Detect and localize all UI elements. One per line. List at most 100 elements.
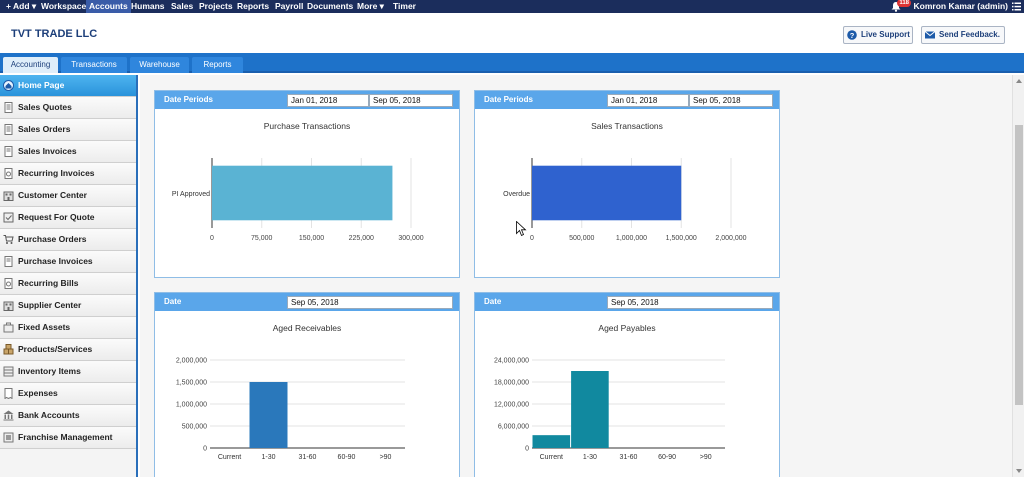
x-tick-label: 225,000 — [349, 235, 374, 242]
scroll-up-arrow[interactable] — [1016, 79, 1022, 83]
sidebar-item-label: Customer Center — [18, 190, 87, 200]
sidebar-item-request-for-quote[interactable]: Request For Quote — [0, 207, 136, 229]
sidebar-item-label: Sales Invoices — [18, 146, 77, 156]
category-label: 31-60 — [620, 454, 638, 461]
home-icon — [3, 80, 14, 91]
tab-reports[interactable]: Reports — [192, 57, 243, 73]
y-tick-label: 24,000,000 — [494, 358, 529, 365]
live-support-label: Live Support — [861, 30, 910, 39]
aged-payables-chart: 0 6,000,000 12,000,000 18,000,000 24,000,000… — [494, 358, 725, 461]
send-feedback-button[interactable]: Send Feedback. — [921, 26, 1005, 44]
date-from-input[interactable]: Jan 01, 2018 — [607, 94, 689, 107]
nav-workspace[interactable]: Workspace — [41, 1, 87, 11]
user-menu[interactable]: Komron Kamar (admin) — [913, 1, 1008, 11]
building-icon — [3, 301, 14, 311]
inventory-icon — [3, 366, 14, 377]
add-menu[interactable]: + Add ▾ — [6, 1, 37, 11]
tab-accounting[interactable]: Accounting — [3, 57, 58, 73]
nav-accounts[interactable]: Accounts — [86, 0, 131, 13]
date-label: Date — [484, 297, 502, 306]
aged-payables-panel: Date Sep 05, 2018 Aged Payables 0 6,000,0… — [474, 292, 780, 477]
tab-warehouse[interactable]: Warehouse — [130, 57, 189, 73]
sidebar-item-purchase-invoices[interactable]: Purchase Invoices — [0, 251, 136, 273]
y-tick-label: 12,000,000 — [494, 402, 529, 409]
sidebar-item-label: Products/Services — [18, 344, 93, 354]
sidebar-item-label: Request For Quote — [18, 212, 95, 222]
sidebar-item-sales-quotes[interactable]: Sales Quotes — [0, 97, 136, 119]
company-name: TVT TRADE LLC — [11, 28, 98, 40]
bank-icon — [3, 410, 14, 421]
sidebar: Home Page Sales Quotes Sales Orders Sale… — [0, 75, 138, 477]
sidebar-item-franchise-management[interactable]: Franchise Management — [0, 427, 136, 449]
scrollbar-thumb[interactable] — [1015, 125, 1023, 405]
sidebar-item-fixed-assets[interactable]: Fixed Assets — [0, 317, 136, 339]
sidebar-item-label: Fixed Assets — [18, 322, 71, 332]
sidebar-item-label: Supplier Center — [18, 300, 82, 310]
x-tick-label: 1,500,000 — [666, 235, 697, 242]
sales-transactions-chart: 0 500,000 1,000,000 1,500,000 2,000,000 Overd… — [503, 158, 747, 242]
sidebar-item-home-page[interactable]: Home Page — [0, 75, 136, 97]
sidebar-item-label: Recurring Invoices — [18, 168, 95, 178]
sidebar-item-customer-center[interactable]: Customer Center — [0, 185, 136, 207]
bar[interactable] — [532, 435, 571, 448]
category-label: 31-60 — [299, 454, 317, 461]
sidebar-item-recurring-invoices[interactable]: Recurring Invoices — [0, 163, 136, 185]
nav-sales[interactable]: Sales — [171, 1, 194, 11]
x-tick-label: 0 — [210, 235, 214, 242]
recurring-document-icon — [4, 168, 13, 179]
x-tick-label: 500,000 — [569, 235, 594, 242]
more-menu[interactable]: More ▾ — [357, 1, 384, 11]
bar[interactable] — [249, 382, 288, 448]
sidebar-item-inventory-items[interactable]: Inventory Items — [0, 361, 136, 383]
nav-documents[interactable]: Documents — [307, 1, 354, 11]
live-support-button[interactable]: ? Live Support — [843, 26, 913, 44]
y-tick-label: 6,000,000 — [498, 424, 529, 431]
sidebar-item-label: Home Page — [18, 80, 65, 90]
sidebar-item-sales-orders[interactable]: Sales Orders — [0, 119, 136, 141]
list-menu-icon[interactable] — [1012, 2, 1021, 11]
sidebar-item-bank-accounts[interactable]: Bank Accounts — [0, 405, 136, 427]
date-from-input[interactable]: Jan 01, 2018 — [287, 94, 369, 107]
sidebar-item-label: Purchase Orders — [18, 234, 87, 244]
x-tick-label: 2,000,000 — [715, 235, 746, 242]
sidebar-item-purchase-orders[interactable]: Purchase Orders — [0, 229, 136, 251]
purchase-transactions-panel: Date Periods Jan 01, 2018 Sep 05, 2018 P… — [154, 90, 460, 278]
date-to-input[interactable]: Sep 05, 2018 — [689, 94, 773, 107]
category-label: 1-30 — [583, 454, 597, 461]
date-input[interactable]: Sep 05, 2018 — [287, 296, 453, 309]
date-input[interactable]: Sep 05, 2018 — [607, 296, 773, 309]
x-tick-label: 1,000,000 — [616, 235, 647, 242]
nav-humans[interactable]: Humans — [131, 1, 165, 11]
date-periods-label: Date Periods — [164, 95, 213, 104]
vbar-chart-2: 0 500,000 1,000,000 1,500,000 2,000,000 Curre… — [176, 358, 405, 461]
bar[interactable] — [571, 371, 609, 448]
y-tick-label: 0 — [203, 446, 207, 453]
category-label: Current — [218, 454, 241, 461]
nav-projects[interactable]: Projects — [199, 1, 233, 11]
tab-transactions[interactable]: Transactions — [61, 57, 127, 73]
nav-timer[interactable]: Timer — [393, 1, 416, 11]
date-to-input[interactable]: Sep 05, 2018 — [369, 94, 453, 107]
nav-payroll[interactable]: Payroll — [275, 1, 304, 11]
y-tick-label: 1,500,000 — [176, 380, 207, 387]
scroll-down-arrow[interactable] — [1016, 469, 1022, 473]
sidebar-item-sales-invoices[interactable]: Sales Invoices — [0, 141, 136, 163]
sidebar-item-recurring-bills[interactable]: Recurring Bills — [0, 273, 136, 295]
boxes-icon — [3, 344, 14, 355]
sidebar-item-expenses[interactable]: Expenses — [0, 383, 136, 405]
y-tick-label: 500,000 — [182, 424, 207, 431]
sidebar-item-label: Sales Quotes — [18, 102, 72, 112]
bar[interactable] — [212, 165, 393, 221]
category-label: >90 — [700, 454, 712, 461]
request-icon — [3, 212, 14, 223]
sidebar-item-supplier-center[interactable]: Supplier Center — [0, 295, 136, 317]
y-tick-label: 1,000,000 — [176, 402, 207, 409]
vertical-scrollbar[interactable] — [1012, 75, 1024, 477]
bar[interactable] — [532, 165, 682, 221]
sidebar-item-products-services[interactable]: Products/Services — [0, 339, 136, 361]
module-tab-bar: Accounting Transactions Warehouse Report… — [0, 53, 1024, 73]
svg-text:?: ? — [850, 31, 855, 40]
vbar-chart-3: 0 6,000,000 12,000,000 18,000,000 24,000,000… — [494, 358, 725, 461]
purchase-transactions-chart: 0 75,000 150,000 225,000 300,000 PI Approved — [172, 158, 424, 242]
nav-reports[interactable]: Reports — [237, 1, 270, 11]
